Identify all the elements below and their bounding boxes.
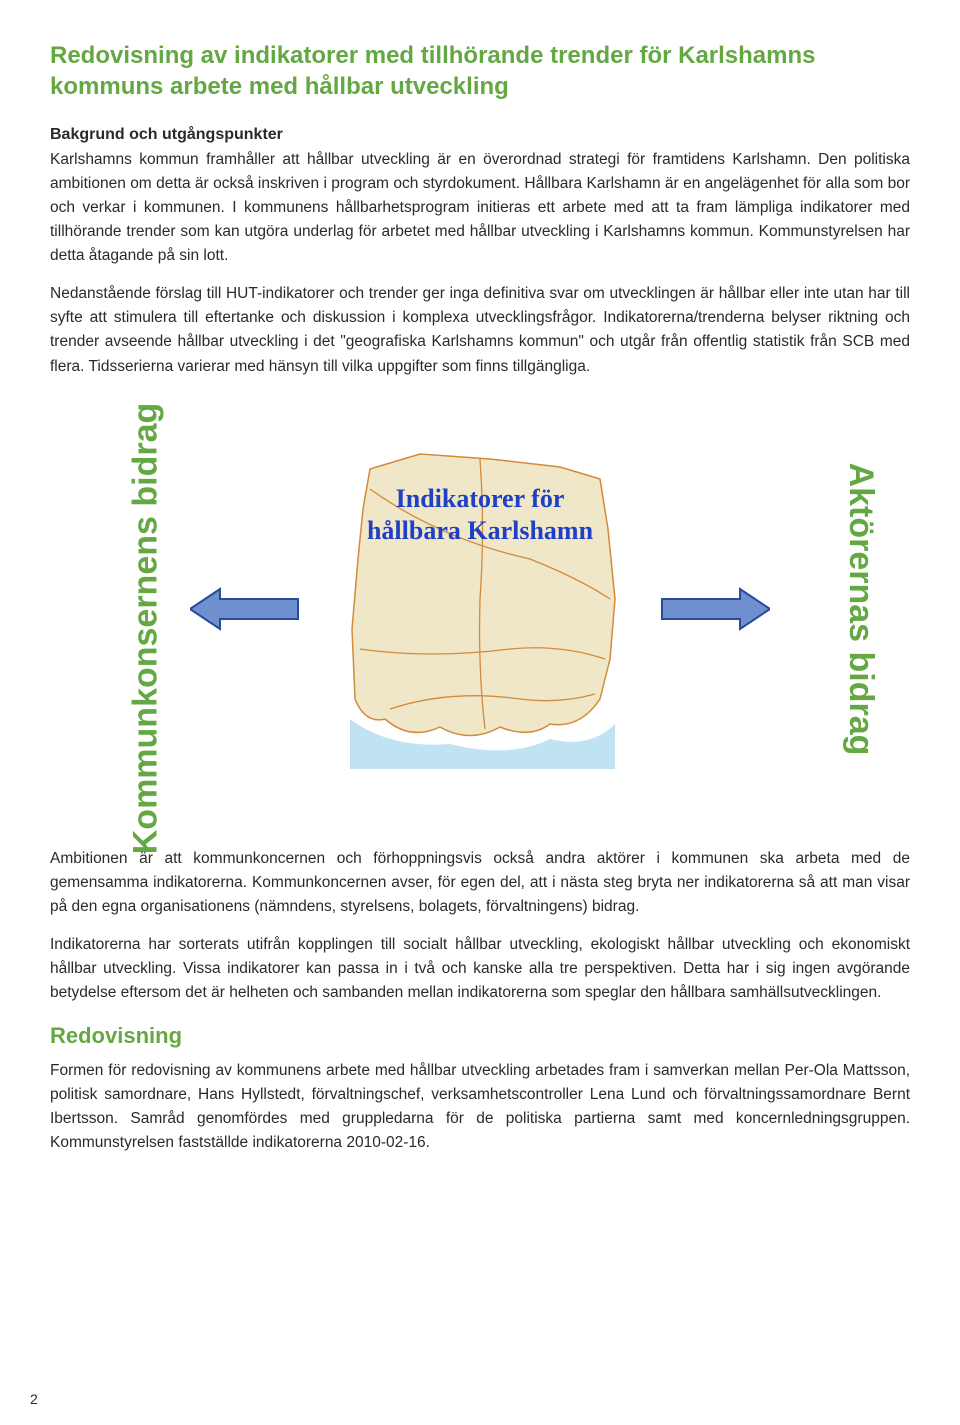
paragraph-1: Karlshamns kommun framhåller att hållbar… xyxy=(50,148,910,268)
paragraph-4: Indikatorerna har sorterats utifrån kopp… xyxy=(50,933,910,1005)
paragraph-5: Formen för redovisning av kommunens arbe… xyxy=(50,1059,910,1155)
infographic-container: Kommunkonsernens bidrag Indikatorer för xyxy=(50,399,910,819)
page-title: Redovisning av indikatorer med tillhöran… xyxy=(50,40,910,102)
page-number: 2 xyxy=(30,1391,38,1407)
right-vertical-label: Aktörernas bidrag xyxy=(841,462,880,755)
arrow-left-icon xyxy=(190,584,300,634)
map-caption: Indikatorer för hållbara Karlshamn xyxy=(340,483,620,548)
center-graphic: Indikatorer för hållbara Karlshamn xyxy=(190,449,770,769)
arrow-right-shape xyxy=(662,589,770,629)
paragraph-2: Nedanstående förslag till HUT-indikatore… xyxy=(50,282,910,378)
map-caption-line1: Indikatorer för xyxy=(396,484,565,513)
arrow-right-icon xyxy=(660,584,770,634)
section-heading-redovisning: Redovisning xyxy=(50,1023,910,1049)
subheading-bakgrund: Bakgrund och utgångspunkter xyxy=(50,126,910,144)
map-caption-line2: hållbara Karlshamn xyxy=(367,516,593,545)
paragraph-3: Ambitionen är att kommunkoncernen och fö… xyxy=(50,847,910,919)
left-vertical-label: Kommunkonsernens bidrag xyxy=(126,402,165,854)
map-container: Indikatorer för hållbara Karlshamn xyxy=(330,449,630,769)
arrow-left-shape xyxy=(190,589,298,629)
